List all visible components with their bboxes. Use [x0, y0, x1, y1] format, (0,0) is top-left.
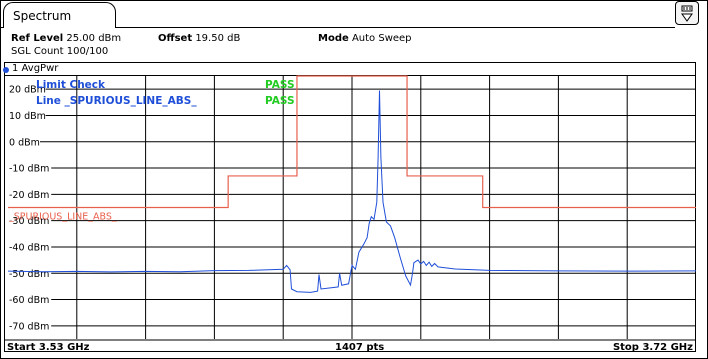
start-frequency: Start 3.53 GHz: [7, 342, 90, 353]
tab-spectrum[interactable]: Spectrum: [3, 2, 116, 28]
limit-check-label: Limit Check: [36, 79, 106, 91]
limit-check-result: PASS: [265, 79, 295, 91]
offset-readout: Offset 19.50 dB: [158, 33, 240, 44]
y-tick-label: -70 dBm: [9, 321, 49, 332]
limit-line-label: _SPURIOUS_LINE_ABS_: [8, 212, 117, 223]
trace-indicator-icon: [3, 67, 9, 73]
limit-line-result: PASS: [265, 95, 295, 107]
status-footer: Start 3.53 GHz 1407 pts Stop 3.72 GHz: [5, 340, 695, 354]
y-tick-label: 10 dBm: [9, 111, 46, 122]
ref-level-label: Ref Level: [11, 33, 64, 44]
limit-line: [8, 75, 696, 209]
mode-value: Auto Sweep: [351, 33, 412, 44]
offset-label: Offset: [158, 33, 193, 44]
trace-header: 1 AvgPwr: [5, 63, 696, 74]
y-tick-label: 0 dBm: [9, 137, 40, 148]
sweep-points: 1407 pts: [335, 342, 385, 353]
y-tick-label: 20 dBm: [9, 85, 46, 96]
ref-level-value: 25.00 dBm: [66, 33, 122, 44]
display-config-button[interactable]: [675, 1, 699, 25]
mode-readout: Mode Auto Sweep: [318, 33, 412, 44]
y-tick-label: -20 dBm: [9, 190, 49, 201]
ref-level-readout: Ref Level 25.00 dBm: [11, 33, 121, 44]
trace-label: 1 AvgPwr: [12, 63, 59, 74]
y-tick-label: -30 dBm: [9, 216, 49, 227]
tab-spectrum-label: Spectrum: [13, 9, 72, 23]
y-tick-label: -10 dBm: [9, 164, 49, 175]
stop-frequency: Stop 3.72 GHz: [612, 342, 693, 353]
display-config-icon: [681, 5, 693, 22]
spectrum-trace: [7, 90, 697, 293]
sgl-count: SGL Count 100/100: [11, 46, 109, 57]
tab-divider: [115, 27, 675, 28]
mode-label: Mode: [318, 33, 349, 44]
y-tick-label: -60 dBm: [9, 295, 49, 306]
offset-value: 19.50 dB: [195, 33, 241, 44]
y-tick-label: -40 dBm: [9, 242, 49, 253]
limit-line-name: Line _SPURIOUS_LINE_ABS_: [36, 95, 197, 107]
tab-divider: [0, 27, 4, 28]
y-tick-label: -50 dBm: [9, 269, 49, 280]
